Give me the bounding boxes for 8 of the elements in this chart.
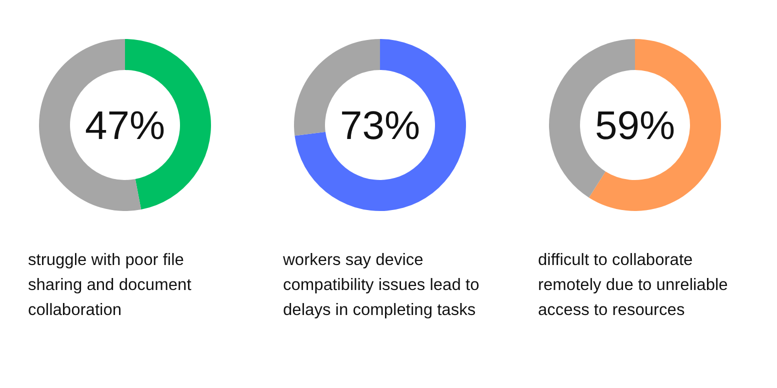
- data-label: 47%: [84, 104, 166, 148]
- data-label: 59%: [594, 104, 676, 148]
- text: struggle with poor file sharing and document collaboration: [28, 251, 192, 319]
- data-label: 73%: [340, 104, 420, 148]
- donut-slice: [294, 39, 466, 211]
- text: workers say device compatibility issues lead to delays in completing tasks: [282, 251, 480, 319]
- donut-slice: [588, 39, 721, 211]
- text: difficult to collaborate remotely due to unreliable access to resources: [538, 251, 728, 319]
